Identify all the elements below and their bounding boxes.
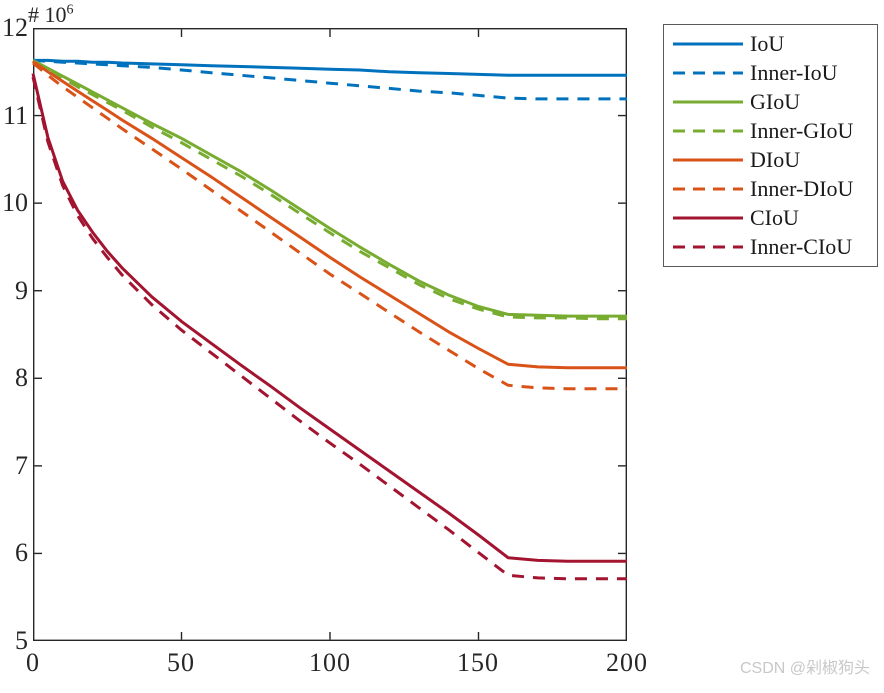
- plot-box-border: [32, 27, 627, 641]
- x-tick-label: 50: [167, 648, 195, 677]
- y-tick-label: 9: [15, 276, 28, 305]
- series-line-giou: [32, 59, 627, 318]
- legend-label: Inner-CIoU: [750, 234, 853, 260]
- x-tick-label: 0: [26, 648, 40, 677]
- legend-label: IoU: [750, 30, 785, 56]
- x-tick-label: 150: [457, 648, 499, 677]
- legend-item-iou: IoU: [664, 30, 877, 58]
- csdn-watermark: CSDN @剁椒狗头: [739, 660, 870, 677]
- legend-label: DIoU: [750, 147, 801, 173]
- x-tick-label: 200: [606, 648, 648, 677]
- plot-area: [31, 27, 627, 641]
- legend-label: CIoU: [750, 205, 799, 231]
- y-tick-label: 10: [2, 188, 28, 217]
- legend-line-sample-solid-icon: [673, 216, 743, 220]
- y-tick-label: 6: [15, 538, 28, 567]
- legend-line-sample-dashed-icon: [673, 245, 743, 249]
- legend-item-inner-diou: Inner-DIoU: [664, 175, 877, 203]
- y-tick-label: 8: [15, 363, 28, 392]
- legend-item-diou: DIoU: [664, 146, 877, 174]
- legend-line-sample-dashed-icon: [673, 71, 743, 75]
- legend: IoU Inner-IoU GIoU Inner-GIoU DIoU Inner…: [663, 24, 878, 267]
- legend-label: Inner-DIoU: [750, 176, 854, 202]
- series-line-ciou: [31, 73, 627, 563]
- legend-item-ciou: CIoU: [664, 204, 877, 232]
- y-tick-label: 5: [15, 626, 28, 655]
- y-axis-exponent-label: # 106: [28, 2, 74, 28]
- x-tick-label: 100: [309, 648, 351, 677]
- legend-line-sample-solid-icon: [673, 100, 743, 104]
- legend-line-sample-solid-icon: [673, 42, 743, 46]
- chart-svg: [31, 27, 627, 641]
- legend-label: GIoU: [750, 88, 801, 114]
- exponent-value: 6: [66, 2, 74, 18]
- series-line-diou: [32, 60, 627, 370]
- series-line-iou: [33, 58, 627, 77]
- series-line-inner-diou: [32, 61, 627, 391]
- legend-line-sample-solid-icon: [673, 158, 743, 162]
- legend-label: Inner-IoU: [750, 59, 838, 85]
- legend-item-inner-ciou: Inner-CIoU: [664, 233, 877, 261]
- y-tick-label: 12: [2, 13, 28, 42]
- legend-label: Inner-GIoU: [750, 117, 854, 143]
- legend-item-inner-iou: Inner-IoU: [664, 59, 877, 87]
- legend-line-sample-dashed-icon: [673, 187, 743, 191]
- series-line-inner-iou: [32, 58, 627, 101]
- y-tick-label: 7: [15, 451, 28, 480]
- exponent-prefix: # 10: [28, 2, 67, 27]
- series-line-inner-giou: [32, 60, 627, 321]
- y-tick-label: 11: [2, 101, 28, 130]
- legend-item-inner-giou: Inner-GIoU: [664, 117, 877, 145]
- legend-item-giou: GIoU: [664, 88, 877, 116]
- series-line-inner-ciou: [31, 76, 627, 581]
- legend-line-sample-dashed-icon: [673, 129, 743, 133]
